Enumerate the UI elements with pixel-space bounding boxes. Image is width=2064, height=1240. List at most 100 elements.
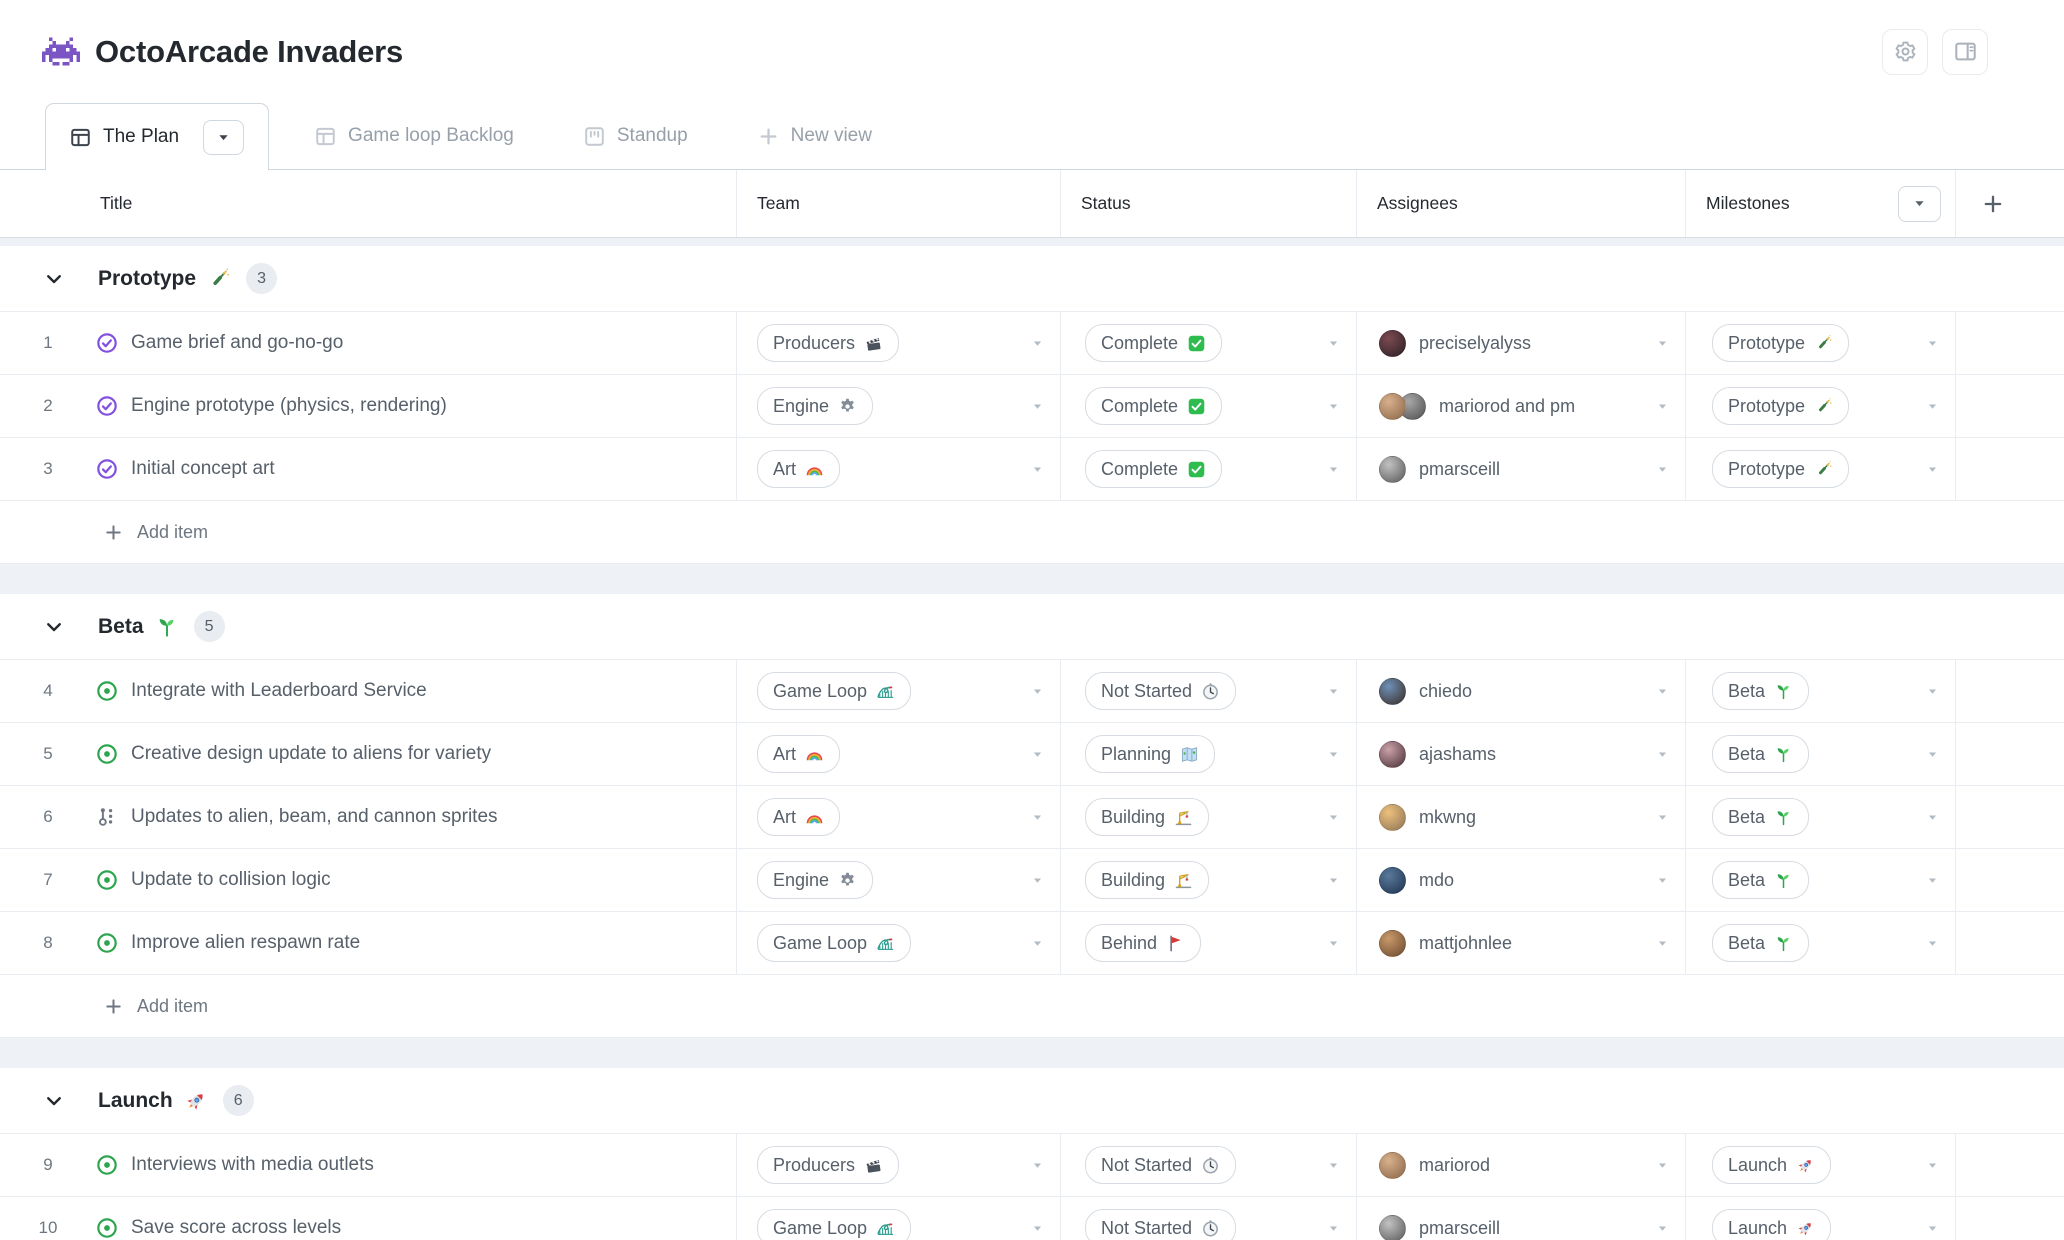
table-row[interactable]: 2 Engine prototype (physics, rendering) En…: [0, 375, 2064, 438]
caret-down-icon[interactable]: [1656, 1222, 1669, 1235]
table-row[interactable]: 6 Updates to alien, beam, and cannon spri…: [0, 786, 2064, 849]
item-title[interactable]: Update to collision logic: [131, 869, 331, 890]
team-pill[interactable]: Game Loop: [757, 1209, 912, 1240]
caret-down-icon[interactable]: [1926, 337, 1939, 350]
team-pill[interactable]: Art: [757, 798, 841, 836]
caret-down-icon[interactable]: [1327, 463, 1340, 476]
status-pill[interactable]: Not Started: [1085, 672, 1237, 710]
caret-down-icon[interactable]: [1656, 748, 1669, 761]
item-title[interactable]: Initial concept art: [131, 458, 275, 479]
status-pill[interactable]: Behind: [1085, 924, 1202, 962]
tab-game-loop-backlog[interactable]: Game loop Backlog: [291, 103, 538, 169]
new-view-button[interactable]: New view: [734, 103, 896, 169]
caret-down-icon[interactable]: [1031, 685, 1044, 698]
caret-down-icon[interactable]: [1327, 811, 1340, 824]
table-row[interactable]: 3 Initial concept art Art Complete pmarsceil…: [0, 438, 2064, 501]
table-row[interactable]: 5 Creative design update to aliens for va…: [0, 723, 2064, 786]
milestone-pill[interactable]: Launch: [1712, 1209, 1832, 1240]
caret-down-icon[interactable]: [1327, 400, 1340, 413]
caret-down-icon[interactable]: [1031, 1159, 1044, 1172]
team-pill[interactable]: Art: [757, 735, 841, 773]
milestone-pill[interactable]: Prototype: [1712, 324, 1850, 362]
caret-down-icon[interactable]: [1327, 1159, 1340, 1172]
caret-down-icon[interactable]: [1327, 748, 1340, 761]
status-pill[interactable]: Not Started: [1085, 1146, 1237, 1184]
status-pill[interactable]: Planning: [1085, 735, 1216, 773]
team-pill[interactable]: Art: [757, 450, 841, 488]
side-panel-button[interactable]: [1942, 28, 1988, 75]
add-column-button[interactable]: [1982, 193, 2004, 215]
milestone-pill[interactable]: Launch: [1712, 1146, 1832, 1184]
caret-down-icon[interactable]: [1926, 400, 1939, 413]
caret-down-icon[interactable]: [1656, 937, 1669, 950]
caret-down-icon[interactable]: [1656, 400, 1669, 413]
table-row[interactable]: 10 Save score across levels Game Loop Not S…: [0, 1197, 2064, 1240]
add-item-button[interactable]: Add item: [0, 975, 2064, 1038]
status-pill[interactable]: Complete: [1085, 450, 1223, 488]
team-pill[interactable]: Producers: [757, 324, 900, 362]
item-title[interactable]: Engine prototype (physics, rendering): [131, 395, 447, 416]
caret-down-icon[interactable]: [1031, 337, 1044, 350]
column-header-assignees[interactable]: Assignees: [1357, 170, 1686, 237]
caret-down-icon[interactable]: [1327, 937, 1340, 950]
caret-down-icon[interactable]: [1327, 874, 1340, 887]
team-pill[interactable]: Engine: [757, 387, 874, 425]
item-title[interactable]: Creative design update to aliens for var…: [131, 743, 492, 764]
add-item-button[interactable]: Add item: [0, 501, 2064, 564]
milestone-pill[interactable]: Beta: [1712, 735, 1810, 773]
item-title[interactable]: Interviews with media outlets: [131, 1154, 374, 1175]
item-title[interactable]: Improve alien respawn rate: [131, 932, 361, 953]
column-header-status[interactable]: Status: [1061, 170, 1357, 237]
view-options-caret-button[interactable]: [203, 119, 245, 155]
caret-down-icon[interactable]: [1031, 400, 1044, 413]
team-pill[interactable]: Engine: [757, 861, 874, 899]
caret-down-icon[interactable]: [1656, 337, 1669, 350]
table-row[interactable]: 9 Interviews with media outlets Producers N…: [0, 1134, 2064, 1197]
caret-down-icon[interactable]: [1656, 811, 1669, 824]
milestones-menu-button[interactable]: [1898, 185, 1941, 222]
caret-down-icon[interactable]: [1926, 937, 1939, 950]
item-title[interactable]: Save score across levels: [131, 1217, 342, 1238]
caret-down-icon[interactable]: [1656, 874, 1669, 887]
team-pill[interactable]: Game Loop: [757, 672, 912, 710]
caret-down-icon[interactable]: [1656, 1159, 1669, 1172]
column-header-team[interactable]: Team: [737, 170, 1061, 237]
item-title[interactable]: Game brief and go-no-go: [131, 332, 344, 353]
table-row[interactable]: 8 Improve alien respawn rate Game Loop Behi…: [0, 912, 2064, 975]
status-pill[interactable]: Complete: [1085, 324, 1223, 362]
caret-down-icon[interactable]: [1327, 685, 1340, 698]
settings-button[interactable]: [1882, 28, 1928, 75]
caret-down-icon[interactable]: [1031, 811, 1044, 824]
column-header-title[interactable]: Title: [0, 170, 737, 237]
caret-down-icon[interactable]: [1327, 337, 1340, 350]
caret-down-icon[interactable]: [1926, 1159, 1939, 1172]
milestone-pill[interactable]: Prototype: [1712, 450, 1850, 488]
caret-down-icon[interactable]: [1031, 748, 1044, 761]
chevron-down-icon[interactable]: [44, 617, 64, 637]
milestone-pill[interactable]: Beta: [1712, 924, 1810, 962]
item-title[interactable]: Integrate with Leaderboard Service: [131, 680, 427, 701]
status-pill[interactable]: Not Started: [1085, 1209, 1237, 1240]
caret-down-icon[interactable]: [1926, 463, 1939, 476]
table-row[interactable]: 1 Game brief and go-no-go Producers Complet…: [0, 312, 2064, 375]
caret-down-icon[interactable]: [1031, 463, 1044, 476]
column-header-milestones[interactable]: Milestones: [1686, 170, 1956, 237]
status-pill[interactable]: Building: [1085, 861, 1210, 899]
milestone-pill[interactable]: Beta: [1712, 798, 1810, 836]
caret-down-icon[interactable]: [1926, 874, 1939, 887]
caret-down-icon[interactable]: [1327, 1222, 1340, 1235]
milestone-pill[interactable]: Prototype: [1712, 387, 1850, 425]
tab-the-plan[interactable]: The Plan: [45, 103, 270, 170]
caret-down-icon[interactable]: [1656, 685, 1669, 698]
item-title[interactable]: Updates to alien, beam, and cannon sprit…: [131, 806, 498, 827]
caret-down-icon[interactable]: [1031, 874, 1044, 887]
team-pill[interactable]: Producers: [757, 1146, 900, 1184]
milestone-pill[interactable]: Beta: [1712, 861, 1810, 899]
chevron-down-icon[interactable]: [44, 1091, 64, 1111]
tab-standup[interactable]: Standup: [560, 103, 712, 169]
caret-down-icon[interactable]: [1031, 1222, 1044, 1235]
milestone-pill[interactable]: Beta: [1712, 672, 1810, 710]
caret-down-icon[interactable]: [1926, 685, 1939, 698]
chevron-down-icon[interactable]: [44, 269, 64, 289]
table-row[interactable]: 4 Integrate with Leaderboard Service Game …: [0, 660, 2064, 723]
